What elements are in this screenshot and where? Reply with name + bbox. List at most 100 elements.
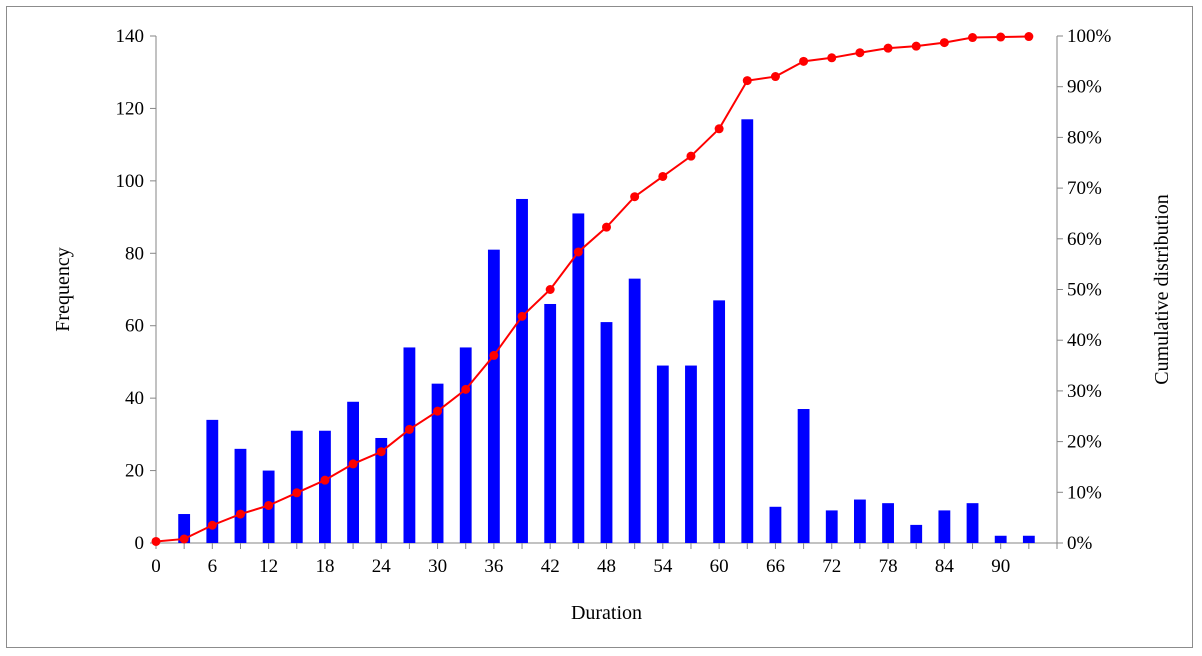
chart-frame: 0 20 40 60 80 100 120 140 0% 10% 20% 30% 40% 50% 60% 70… [6,6,1193,648]
cumulative-point [855,48,865,58]
x-tick-label: 0 [151,556,161,577]
frequency-bar [572,213,585,543]
cumulative-point [517,311,527,321]
frequency-bar [966,503,979,543]
cumulative-point [602,222,611,232]
y-tick-label: 0 [135,533,145,554]
x-tick-label: 48 [597,556,616,577]
frequency-bar [853,499,866,543]
x-tick-label: 18 [315,556,334,577]
y2-tick-label: 70% [1067,178,1102,199]
x-tick-label: 66 [766,556,785,577]
cumulative-point [883,43,893,53]
x-tick-label: 90 [991,556,1010,577]
cumulative-point [827,53,837,63]
cumulative-point [348,459,358,469]
cumulative-point [996,32,1006,42]
frequency-bar [825,510,838,543]
cumulative-point [968,33,978,43]
frequency-bar [994,535,1007,543]
y2-axis-title: Cumulative distribution [1151,194,1173,385]
bars-group [178,119,1035,544]
x-tick-label: 24 [372,556,392,577]
cumulative-point [714,124,724,134]
cumulative-point [742,76,752,86]
y2-tick-label: 0% [1067,533,1093,554]
x-tick-label: 12 [259,556,278,577]
x-tick-label: 84 [935,556,955,577]
frequency-bar [938,510,951,543]
frequency-bar [459,347,472,543]
y2-tick-label: 60% [1067,229,1102,250]
frequency-bar [656,365,669,543]
cumulative-point [799,56,809,66]
cumulative-point [573,247,583,257]
frequency-bar [375,437,388,543]
y2-tick-label: 90% [1067,77,1102,98]
frequency-bar [206,419,219,543]
frequency-bar [769,506,782,543]
frequency-bar [234,448,247,543]
cumulative-point [1024,32,1034,42]
cumulative-point [320,475,330,485]
y2-tick-label: 100% [1067,26,1112,47]
x-tick-label: 54 [653,556,673,577]
cumulative-line-group [151,32,1034,546]
frequency-bar [347,401,360,543]
frequency-bar [319,430,331,543]
y2-tick-label: 10% [1067,482,1102,503]
frequency-bar [431,383,444,543]
frequency-bar [713,300,726,543]
cumulative-point [489,350,499,360]
x-tick-label: 42 [541,556,560,577]
frequency-bar [741,119,754,544]
y2-tick-label: 50% [1067,280,1102,301]
frequency-bar [178,514,191,543]
y-tick-label: 60 [125,316,144,337]
cumulative-point [686,151,696,161]
y-tick-label: 40 [125,388,144,409]
y2-tick-label: 80% [1067,127,1102,148]
frequency-bar [516,198,528,543]
frequency-bar [910,524,923,543]
y2-tick-label: 40% [1067,330,1102,351]
frequency-bar [797,409,810,543]
cumulative-point [461,384,471,394]
cumulative-point [376,447,386,457]
frequency-bar [544,303,557,543]
cumulative-point [433,406,443,416]
cumulative-point [151,536,161,546]
cumulative-point [179,534,189,544]
y-tick-label: 20 [125,461,144,482]
x-tick-label: 60 [710,556,729,577]
cumulative-point [911,41,921,51]
frequency-bar [290,430,303,543]
cumulative-point [545,285,555,294]
x-tick-label: 72 [822,556,841,577]
x-tick-label: 30 [428,556,447,577]
frequency-bar [685,365,697,543]
y-axis-title: Frequency [52,247,74,331]
frequency-bar [1022,535,1035,543]
cumulative-line [155,35,1029,543]
cumulative-point [770,72,780,82]
x-tick-label: 36 [484,556,503,577]
chart-canvas: 0204060801001201400%10%20%30%40%50%60%70… [52,26,1173,624]
y-tick-label: 120 [116,98,145,119]
y-tick-label: 100 [116,171,145,192]
x-tick-label: 6 [208,556,218,577]
cumulative-point [264,500,274,510]
frequency-bar [882,503,894,543]
frequency-bar [487,249,500,543]
cumulative-point [235,509,245,519]
cumulative-point [292,488,302,498]
y2-tick-label: 20% [1067,432,1102,453]
labels-group: 0204060801001201400%10%20%30%40%50%60%70… [116,26,1112,577]
cumulative-point [207,520,217,530]
x-tick-label: 78 [879,556,898,577]
y2-tick-label: 30% [1067,381,1102,402]
cumulative-point [658,171,668,181]
y-tick-label: 80 [125,243,144,264]
x-axis-title: Duration [571,602,642,624]
frequency-bar [600,322,613,543]
